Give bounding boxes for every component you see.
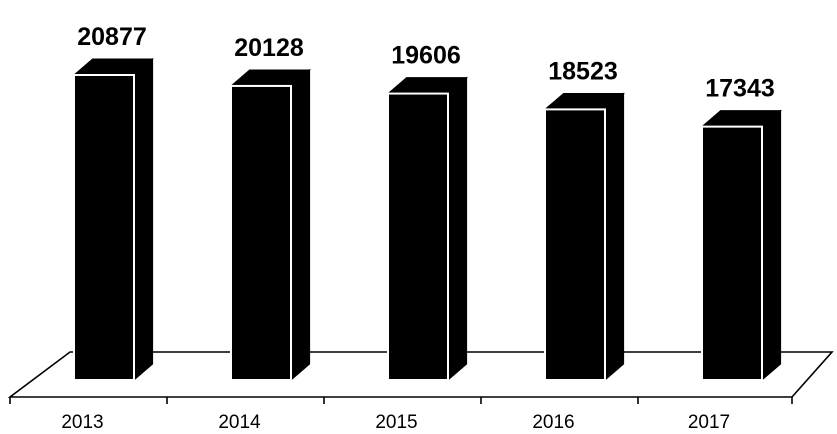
chart-floor — [7, 351, 834, 398]
bar-side-face — [290, 68, 311, 382]
bar-front-face — [544, 108, 606, 382]
bar-2014 — [229, 68, 311, 382]
bar-2015 — [386, 76, 468, 382]
x-axis-ticks-group: 2013 2014 2015 2016 2017 — [9, 397, 793, 433]
bar-front-face — [230, 84, 292, 382]
bar-2017 — [700, 109, 782, 382]
bar-side-face — [447, 76, 468, 382]
bar-front-face — [701, 125, 763, 381]
data-label-2014: 20128 — [234, 34, 304, 62]
bar-side-face — [761, 109, 782, 382]
data-label-2015: 19606 — [391, 42, 461, 70]
bar-side-face — [133, 57, 154, 382]
data-label-2017: 17343 — [705, 75, 775, 103]
data-label-2013: 20877 — [77, 23, 147, 51]
bar-2013 — [72, 57, 154, 382]
x-tick-label-2014: 2014 — [218, 412, 261, 433]
bar-2016 — [543, 92, 625, 382]
x-tick-label-2017: 2017 — [688, 412, 730, 433]
x-tick-label-2013: 2013 — [61, 412, 103, 433]
x-tick-label-2016: 2016 — [532, 412, 574, 433]
bars-group — [72, 57, 782, 382]
floor-plane — [7, 351, 834, 398]
bar-front-face — [73, 74, 135, 381]
bar-side-face — [604, 92, 625, 382]
value-labels-group: 20877 20128 19606 18523 17343 — [77, 23, 775, 103]
x-tick-label-2015: 2015 — [375, 412, 417, 433]
data-label-2016: 18523 — [548, 57, 618, 85]
bar-front-face — [387, 92, 449, 382]
